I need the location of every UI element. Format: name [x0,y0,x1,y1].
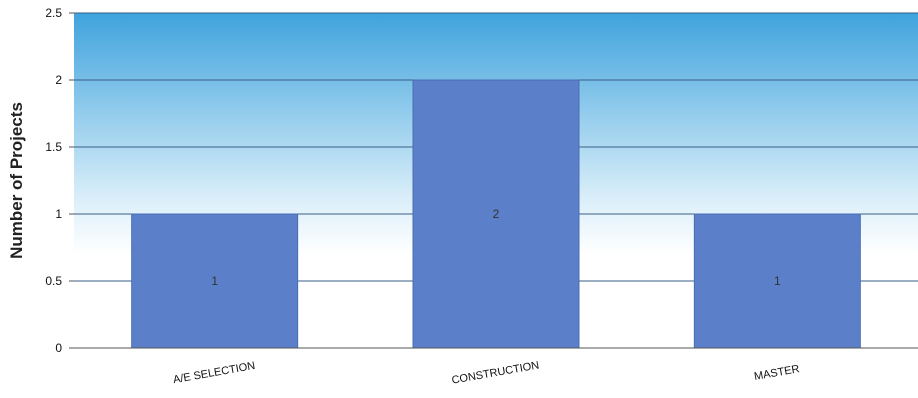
x-category-label: MASTER [753,363,800,383]
bar-value-label: 2 [493,207,500,221]
bar [412,79,580,349]
y-tick-label: 2.5 [45,6,62,20]
bar-value-label: 1 [774,274,781,288]
bar [693,213,861,349]
x-axis-labels: A/E SELECTION CONSTRUCTION MASTER [172,359,800,386]
bars: 1 2 1 [131,79,861,349]
x-category-label: A/E SELECTION [172,360,256,386]
y-axis-title: Number of Projects [7,102,26,259]
bar-value-label: 1 [211,274,218,288]
y-tick-label: 1.5 [45,140,62,154]
x-category-label: CONSTRUCTION [451,359,540,386]
y-tick-label: 1 [55,207,62,221]
bar [131,213,299,349]
y-tick-label: 0.5 [45,274,62,288]
y-tick-label: 0 [55,341,62,355]
y-axis-ticks: 0 0.5 1 1.5 2 2.5 [45,6,74,355]
y-tick-label: 2 [55,73,62,87]
